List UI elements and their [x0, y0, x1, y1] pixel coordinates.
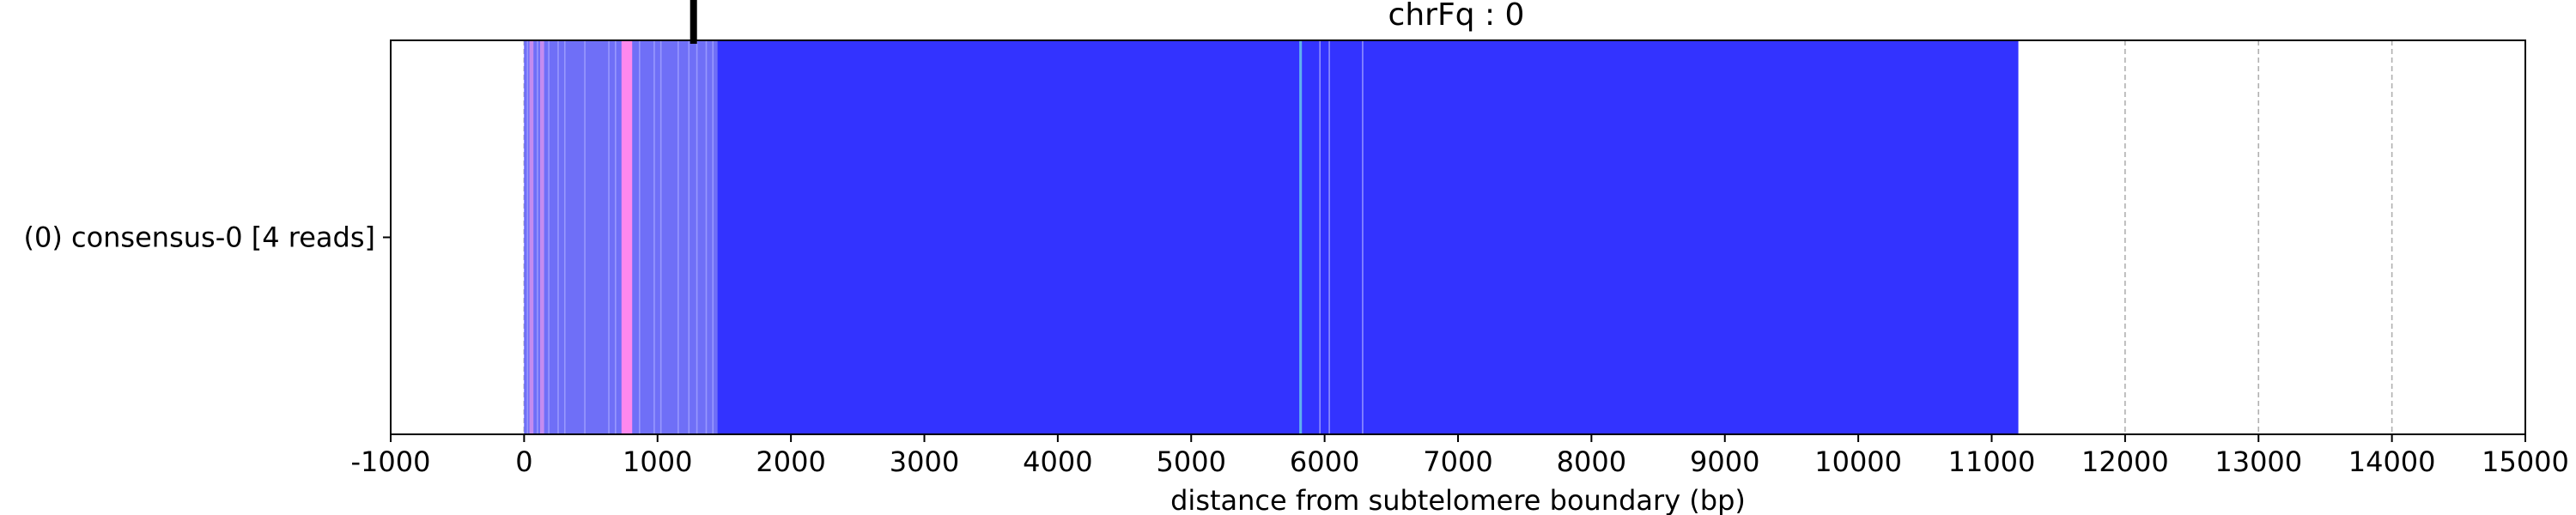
x-tick-label: 14000: [2348, 445, 2436, 478]
x-tick-label: 13000: [2215, 445, 2302, 478]
read-stripe: [696, 40, 698, 434]
read-segment: [540, 40, 544, 434]
read-stripe: [677, 40, 679, 434]
x-tick-label: 7000: [1423, 445, 1492, 478]
read-stripe: [584, 40, 586, 434]
read-stripe: [705, 40, 708, 434]
read-stripe: [608, 40, 610, 434]
read-segment: [529, 40, 534, 434]
x-tick-label: 3000: [890, 445, 959, 478]
x-tick-label: 15000: [2482, 445, 2569, 478]
read-stripe: [557, 40, 559, 434]
read-stripe: [548, 40, 550, 434]
read-stripe: [615, 40, 617, 434]
x-tick-label: 2000: [756, 445, 825, 478]
x-tick-label: 10000: [1814, 445, 1902, 478]
x-tick-label: 11000: [1948, 445, 2036, 478]
y-tick-label: (0) consensus-0 [4 reads]: [23, 221, 375, 254]
read-stripe: [712, 40, 714, 434]
x-tick-label: -1000: [351, 445, 431, 478]
read-stripe: [659, 40, 662, 434]
read-stripe: [537, 40, 538, 434]
read-stripe: [638, 40, 641, 434]
read-stripe: [526, 40, 529, 434]
chart-title: chrFq : 0: [1388, 0, 1525, 33]
x-tick-label: 6000: [1290, 445, 1359, 478]
x-axis: -1000 0 1000 2000 3000 4000 5000 6000 7000 8000 90…: [351, 434, 2569, 478]
x-tick-label: 5000: [1157, 445, 1226, 478]
x-tick-label: 1000: [623, 445, 692, 478]
x-tick-label: 4000: [1023, 445, 1092, 478]
read-stripe: [653, 40, 655, 434]
read-stripe: [1328, 40, 1330, 434]
read-segment: [1299, 40, 1303, 434]
x-tick-label: 12000: [2081, 445, 2169, 478]
read-bar: [524, 40, 2019, 434]
read-stripe: [1319, 40, 1321, 434]
read-bars: [524, 40, 2019, 434]
read-stripe: [1362, 40, 1364, 434]
read-segment: [621, 40, 633, 434]
marker-layer: [690, 0, 697, 44]
read-stripe: [688, 40, 690, 434]
x-tick-label: 8000: [1557, 445, 1626, 478]
read-segment: [524, 40, 718, 434]
x-tick-label: 9000: [1690, 445, 1759, 478]
marker-bar: [690, 0, 697, 44]
read-stripe: [563, 40, 566, 434]
x-tick-label: 0: [515, 445, 532, 478]
y-axis: (0) consensus-0 [4 reads]: [23, 221, 391, 254]
x-axis-label: distance from subtelomere boundary (bp): [1170, 484, 1746, 515]
